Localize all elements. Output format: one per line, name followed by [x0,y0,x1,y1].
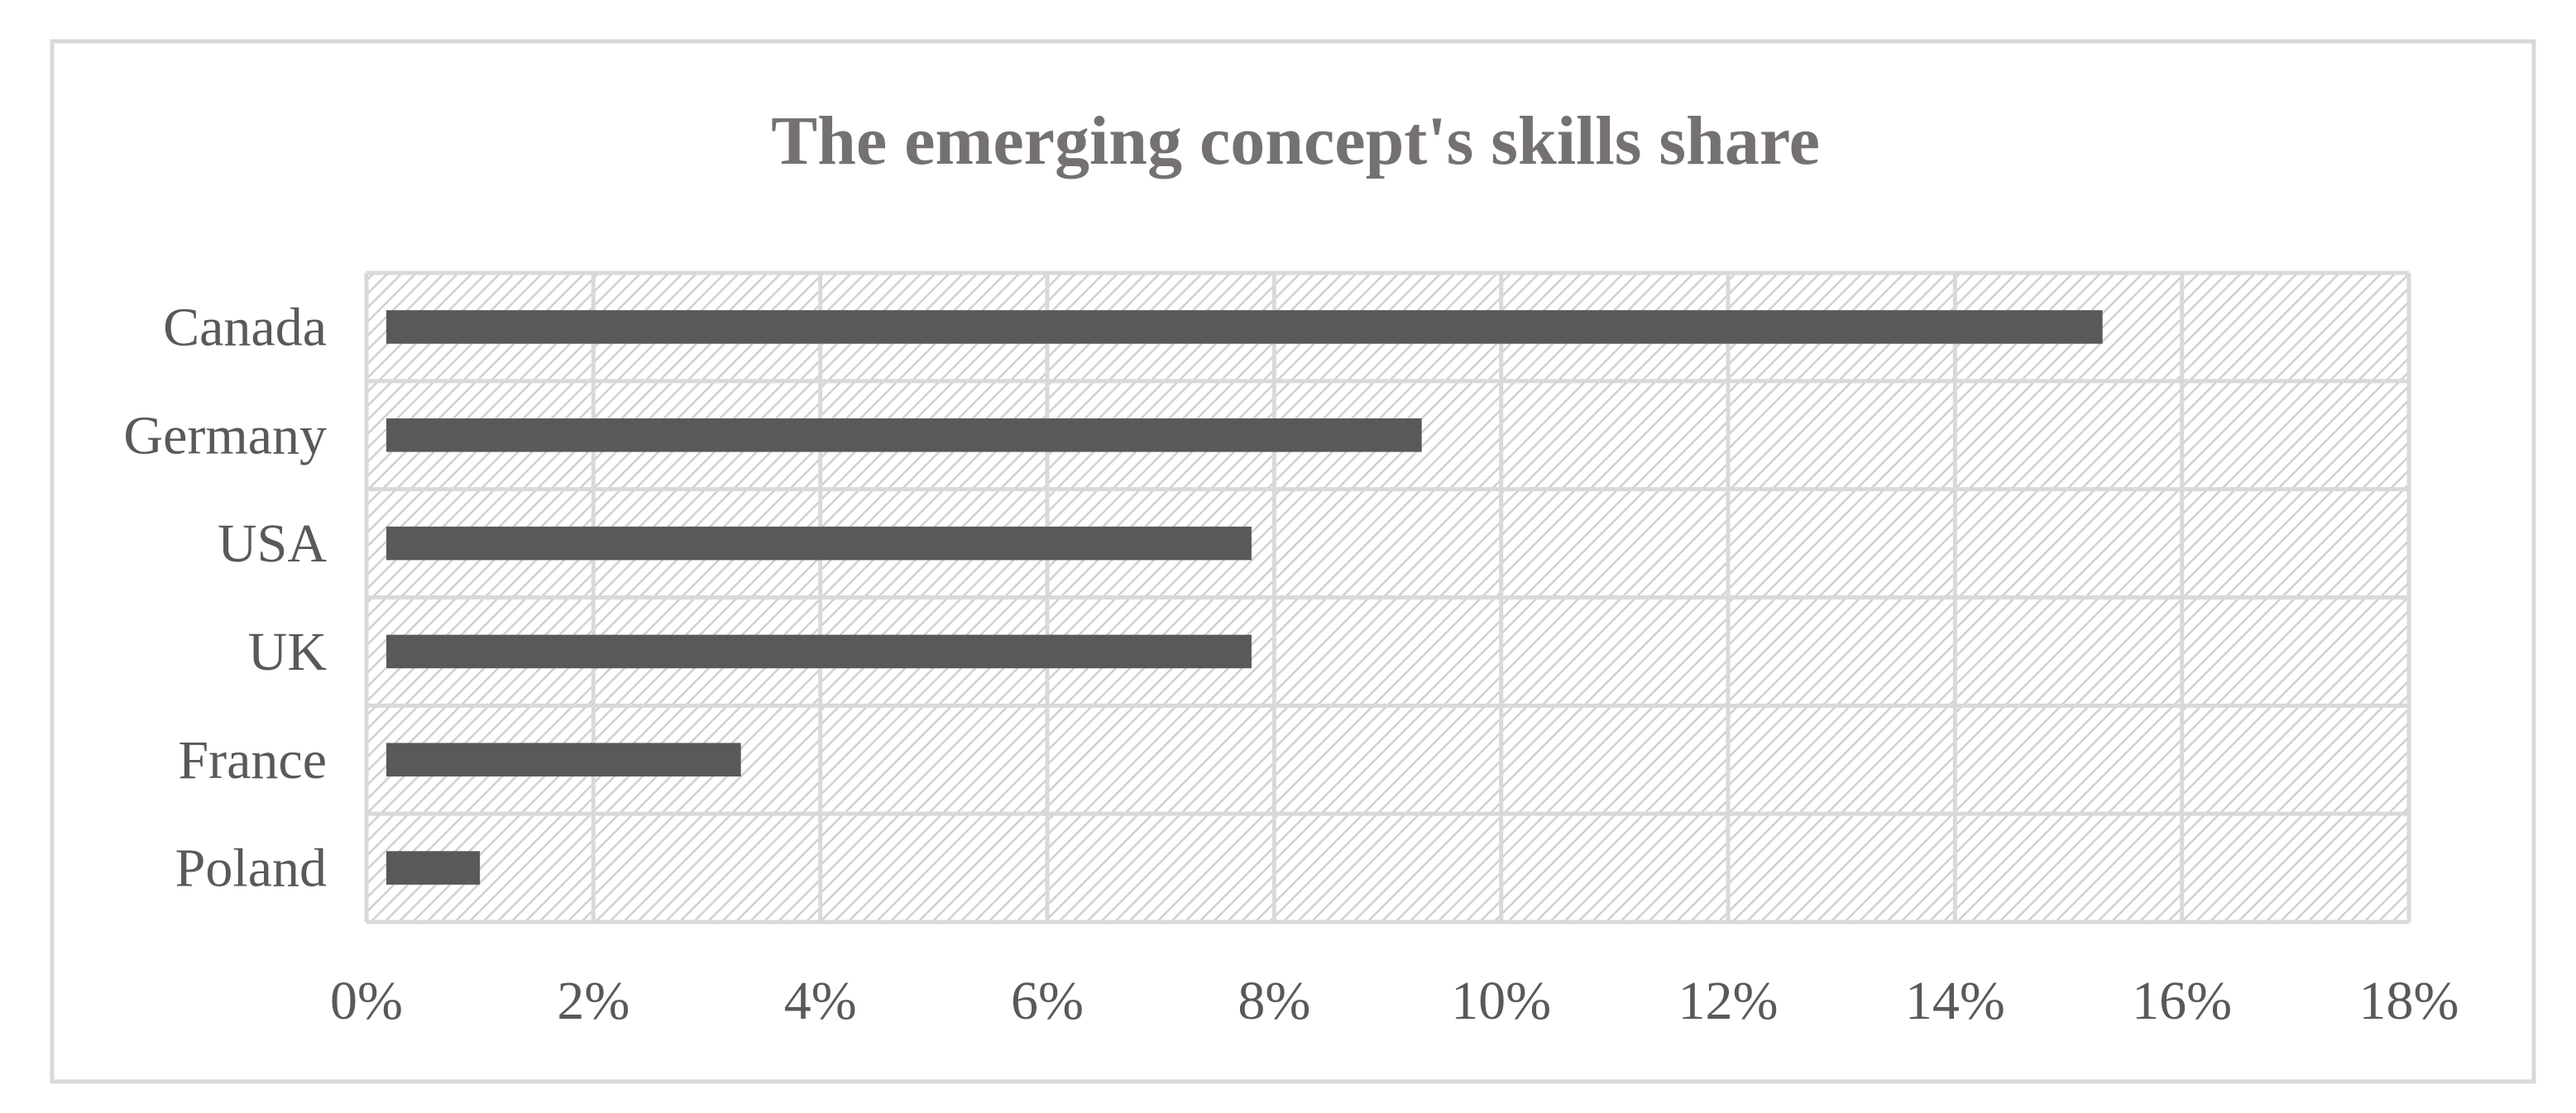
x-tick-label: 8% [1238,971,1310,1031]
bar-france [386,743,741,777]
category-label-germany: Germany [123,405,327,466]
bars [386,310,2103,885]
x-axis-ticks: 0% 2% 4% 6% 8% 10% 12% 14% 16% 18% [330,971,2459,1031]
category-label-canada: Canada [163,297,327,357]
x-tick-label: 4% [784,971,857,1031]
category-label-uk: UK [248,622,327,682]
x-tick-label: 0% [330,971,403,1031]
category-label-usa: USA [218,514,327,574]
x-tick-label: 18% [2359,971,2459,1031]
category-label-poland: Poland [175,838,327,899]
category-label-france: France [178,730,327,791]
bar-canada [386,310,2103,344]
bar-usa [386,526,1252,561]
bar-poland [386,851,481,885]
category-labels: Canada Germany USA UK France Poland [123,297,327,898]
x-tick-label: 16% [2132,971,2232,1031]
x-tick-label: 10% [1451,971,1551,1031]
grid-lines [364,270,2411,924]
x-tick-label: 2% [557,971,630,1031]
x-tick-label: 14% [1905,971,2005,1031]
chart-title: The emerging concept's skills share [771,103,1820,179]
bar-uk [386,634,1252,669]
x-tick-label: 12% [1678,971,1779,1031]
x-tick-label: 6% [1011,971,1084,1031]
bar-germany [386,418,1422,452]
